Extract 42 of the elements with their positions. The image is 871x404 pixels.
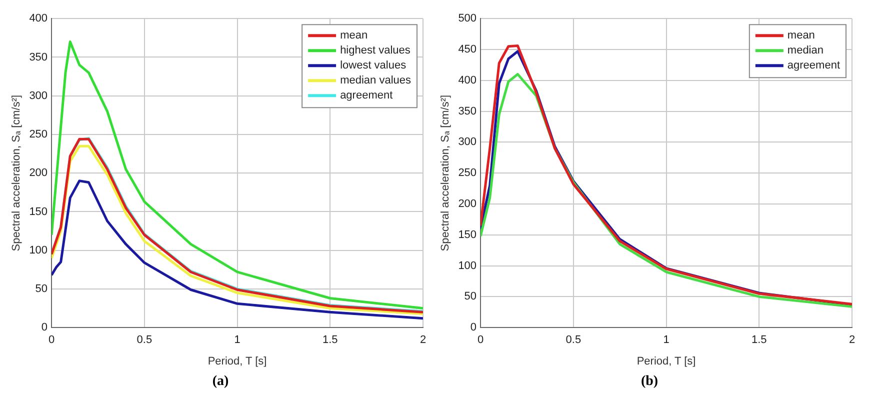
y-tick-label: 200 xyxy=(458,198,477,210)
y-axis-title: Spectral acceleration, Sₐ [cm/s²] xyxy=(10,94,23,252)
y-tick-label: 100 xyxy=(458,260,477,272)
x-tick-label: 2 xyxy=(420,334,426,346)
y-tick-label: 50 xyxy=(464,290,477,303)
x-tick-label: 0.5 xyxy=(136,334,152,346)
x-axis-title: Period, T [s] xyxy=(208,355,267,368)
y-tick-label: 150 xyxy=(29,206,48,218)
text: (a) xyxy=(212,374,229,390)
legend-label: lowest values xyxy=(340,60,407,72)
legend-label: highest values xyxy=(340,44,411,57)
y-tick-label: 250 xyxy=(458,167,477,180)
y-tick-label: 200 xyxy=(29,167,48,180)
y-tick-label: 150 xyxy=(458,228,477,241)
y-tick-label: 400 xyxy=(29,12,48,25)
y-tick-label: 450 xyxy=(458,44,477,56)
y-tick-label: 250 xyxy=(29,128,48,141)
y-tick-label: 0 xyxy=(470,322,477,334)
x-tick-label: 1.5 xyxy=(322,334,338,346)
legend-label: agreement xyxy=(340,90,393,102)
legend-label: agreement xyxy=(787,60,840,72)
y-tick-label: 300 xyxy=(29,90,48,102)
x-tick-label: 1.5 xyxy=(751,334,767,346)
text: (b) xyxy=(640,374,658,390)
x-tick-label: 1 xyxy=(234,334,240,346)
y-tick-label: 500 xyxy=(458,12,477,25)
y-tick-label: 100 xyxy=(29,244,48,256)
y-tick-label: 300 xyxy=(458,136,477,148)
x-tick-label: 0.5 xyxy=(566,334,582,346)
x-tick-label: 1 xyxy=(663,334,670,346)
legend-label: median xyxy=(787,44,824,57)
y-tick-label: 0 xyxy=(41,322,48,334)
y-tick-label: 350 xyxy=(458,105,477,118)
legend-label: mean xyxy=(787,30,815,42)
x-axis-title: Period, T [s] xyxy=(636,355,696,368)
x-tick-label: 2 xyxy=(848,334,856,346)
y-tick-label: 400 xyxy=(458,74,477,86)
y-axis-title: Spectral acceleration, Sₐ [cm/s²] xyxy=(440,94,452,252)
legend-label: mean xyxy=(340,30,368,42)
y-tick-label: 50 xyxy=(35,283,48,296)
legend-label: median values xyxy=(340,74,412,87)
y-tick-label: 350 xyxy=(29,51,48,64)
